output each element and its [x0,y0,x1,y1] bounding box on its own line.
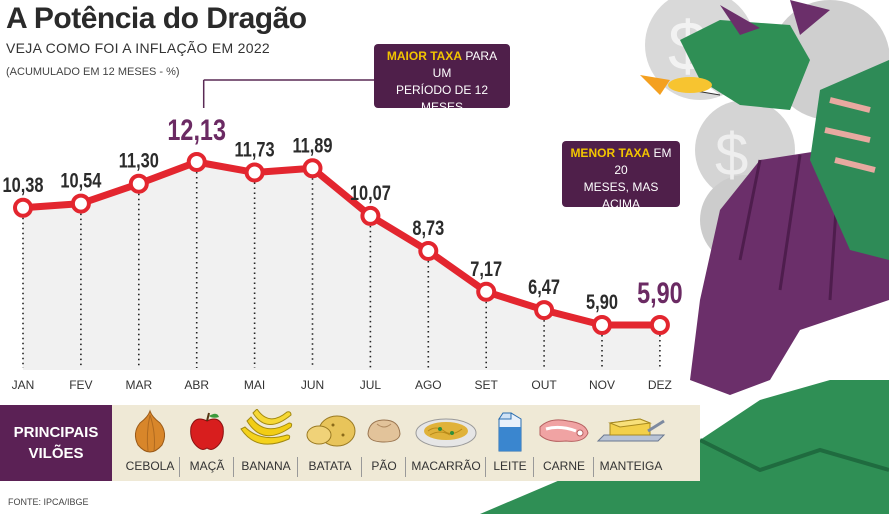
max-callout-text1: PARA UM [432,49,498,80]
max-callout-highlight: MAIOR TAXA [386,49,462,63]
villain-name: MAÇÃ [189,459,225,473]
page-title: A Potência do Dragão [6,2,307,35]
villain-name: BATATA [308,459,352,473]
max-callout-text3: DESDE 2003 [406,117,478,131]
min-callout-text1: EM 20 [614,146,672,177]
min-callout-text3: DA META DE 3,5% [570,214,672,228]
x-tick-label: ABR [184,378,209,392]
data-label: 11,30 [119,149,159,172]
x-tick-label: JUN [301,378,324,392]
meat-icon [534,409,594,453]
villain-name: PÃO [371,459,397,473]
villains-label-line1: PRINCIPAIS [13,424,99,441]
chart-area-fill [23,162,660,370]
x-tick-label: NOV [589,378,615,392]
dragon-illustration: $ $ [480,0,889,514]
min-rate-callout: MENOR TAXA EM 20 MESES, MAS ACIMA DA MET… [562,141,680,228]
villain-item-meat: CARNE [534,405,594,481]
x-tick-label: JAN [12,378,35,392]
villain-name: LEITE [493,459,527,473]
x-tick-label: FEV [69,378,92,392]
villain-name: BANANA [241,459,291,473]
data-point [418,240,439,261]
svg-text:$: $ [715,121,748,188]
x-tick-label: JUL [360,378,382,392]
min-callout-highlight: MENOR TAXA [570,146,651,160]
data-label: 10,54 [60,169,101,192]
data-point [649,315,670,335]
data-label: 8,73 [412,216,444,239]
data-point [534,300,555,321]
villain-item-potato: BATATA [298,405,362,481]
villain-item-milk: LEITE [486,405,534,481]
villains-label: PRINCIPAIS VILÕES [0,405,112,481]
x-tick-label: MAR [125,378,152,392]
data-point [476,281,497,302]
apple-icon [180,409,234,453]
villain-item-onion: CEBOLA [120,405,180,481]
banana-icon [234,409,298,453]
data-point [70,193,91,214]
bread-icon [362,409,406,453]
onion-icon [120,409,180,453]
x-tick-label: MAI [244,378,265,392]
milk-icon [486,409,534,453]
source-note: FONTE: IPCA/IBGE [8,497,89,507]
villain-name: CEBOLA [125,459,175,473]
data-point [128,173,149,194]
data-label: 6,47 [528,275,560,298]
chart-unit-note: (ACUMULADO EM 12 MESES - %) [6,66,180,78]
villain-name: MACARRÃO [411,459,481,473]
x-tick-label: SET [475,378,499,392]
butter-icon [594,409,668,453]
data-label: 10,38 [3,173,44,196]
data-label: 11,73 [235,138,275,161]
villain-item-pasta: MACARRÃO [406,405,486,481]
villain-name: MANTEIGA [599,459,663,473]
villain-item-bread: PÃO [362,405,406,481]
pasta-icon [406,409,486,453]
chart-subtitle: VEJA COMO FOI A INFLAÇÃO EM 2022 [6,40,271,56]
data-point [244,162,265,183]
villain-item-banana: BANANA [234,405,298,481]
villain-item-apple: MAÇÃ [180,405,234,481]
villain-name: CARNE [542,459,585,473]
data-label: 11,89 [292,133,332,156]
data-point [13,197,33,218]
villains-label-line2: VILÕES [28,445,84,462]
x-tick-label: OUT [531,378,557,392]
min-callout-text2: MESES, MAS ACIMA [583,180,659,211]
x-tick-label: DEZ [648,378,672,392]
data-label: 5,90 [586,290,618,313]
data-label: 10,07 [350,181,391,204]
data-label: 7,17 [470,257,502,280]
data-label: 5,90 [637,276,683,309]
max-rate-callout: MAIOR TAXA PARA UM PERÍODO DE 12 MESES D… [374,44,510,131]
data-point [360,205,381,226]
villain-item-butter: MANTEIGA [594,405,668,481]
data-point [592,315,612,335]
main-villains-strip: PRINCIPAIS VILÕES CEBOLA MAÇÃ BANANA BAT… [0,405,700,481]
data-point [302,158,323,179]
max-callout-text2: PERÍODO DE 12 MESES [395,83,489,114]
data-point [186,152,207,172]
data-label: 12,13 [167,113,226,146]
x-tick-label: AGO [415,378,442,392]
potato-icon [298,409,362,453]
